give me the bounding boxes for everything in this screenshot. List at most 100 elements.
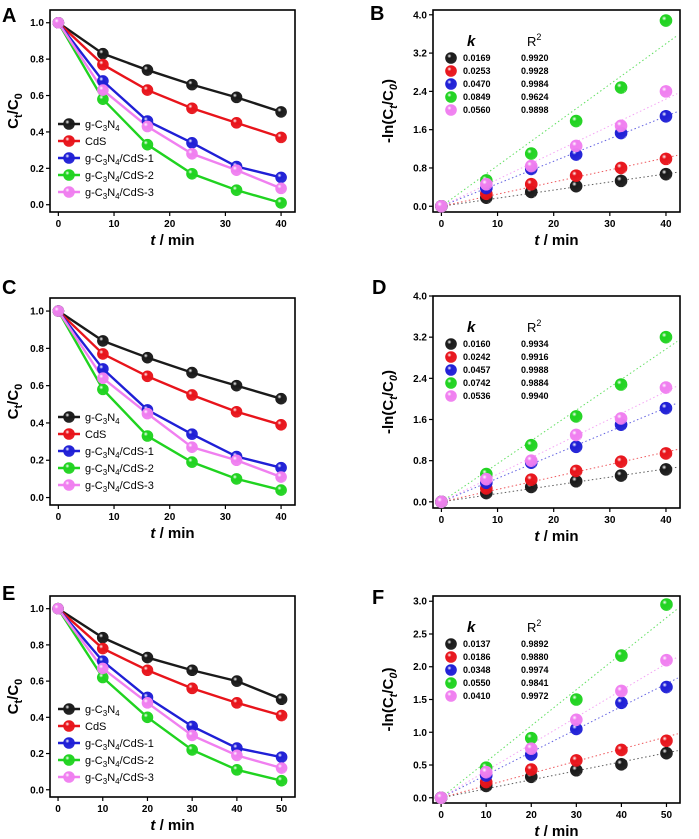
- data-point: [97, 84, 109, 96]
- series-line: [57, 310, 282, 426]
- y-tick-label: 0.8: [30, 344, 44, 355]
- x-tick-label: 20: [164, 512, 176, 523]
- panel-letter-c: C: [2, 277, 16, 299]
- r2-value: 0.9892: [521, 639, 549, 649]
- x-tick-label: 0: [56, 512, 62, 523]
- series-line: [57, 607, 282, 759]
- panel-letter-b: B: [370, 3, 384, 25]
- data-point: [231, 675, 243, 687]
- data-point: [660, 746, 673, 760]
- y-tick-label: 0.0: [30, 785, 44, 796]
- x-tick-label: 40: [276, 512, 288, 523]
- k-value: 0.0348: [463, 665, 491, 675]
- x-tick-label: 40: [660, 219, 672, 230]
- data-point: [186, 441, 198, 453]
- data-point: [186, 147, 198, 160]
- data-point: [186, 167, 198, 180]
- y-tick-label: 0.8: [413, 456, 427, 467]
- x-axis-label: t / min: [534, 528, 578, 545]
- data-point: [275, 131, 287, 144]
- r2-header: R2: [527, 32, 541, 49]
- data-point: [141, 84, 154, 96]
- y-tick-label: 0.4: [30, 418, 44, 429]
- data-point: [141, 370, 154, 383]
- data-point: [230, 91, 243, 104]
- y-tick-label: 0.6: [30, 677, 44, 688]
- y-tick-label: 0.4: [30, 713, 44, 724]
- series-line: [57, 310, 282, 400]
- table-marker: [445, 677, 457, 689]
- data-point: [614, 469, 628, 482]
- y-tick-label: 0.6: [30, 381, 44, 392]
- k-value: 0.0550: [463, 678, 491, 688]
- data-point: [186, 78, 198, 91]
- data-point: [615, 758, 628, 771]
- fit-line: [441, 750, 678, 799]
- k-value: 0.0536: [463, 391, 491, 401]
- y-tick-label: 2.4: [413, 87, 427, 98]
- x-tick-label: 40: [276, 219, 288, 230]
- table-marker: [445, 338, 457, 350]
- y-axis-label: -ln(Ct/C0): [380, 370, 400, 434]
- k-value: 0.0742: [463, 378, 491, 388]
- legend-marker: [63, 479, 75, 491]
- data-point: [569, 179, 583, 193]
- data-point: [524, 147, 538, 160]
- series-line: [57, 310, 282, 479]
- k-header: k: [467, 619, 476, 636]
- data-point: [569, 410, 583, 423]
- x-tick-label: 0: [439, 515, 445, 526]
- data-point: [659, 14, 673, 27]
- data-point: [660, 734, 673, 748]
- data-point: [569, 114, 583, 128]
- x-tick-label: 50: [276, 804, 288, 815]
- axes-frame: [49, 9, 296, 213]
- r2-header: R2: [527, 618, 541, 635]
- data-point: [186, 664, 198, 677]
- data-point: [141, 64, 154, 76]
- y-axis-label: Ct/C0: [5, 679, 25, 715]
- r2-value: 0.9920: [521, 53, 549, 63]
- data-point: [275, 709, 288, 722]
- legend-marker: [63, 771, 75, 783]
- data-point: [275, 419, 287, 431]
- r2-value: 0.9984: [521, 79, 549, 89]
- data-point: [569, 440, 583, 454]
- k-value: 0.0457: [463, 365, 491, 375]
- data-point: [275, 392, 287, 405]
- y-tick-label: 3.0: [413, 597, 427, 608]
- x-axis-label: t / min: [150, 232, 194, 249]
- fit-line: [441, 111, 678, 207]
- data-point: [52, 16, 65, 29]
- table-marker: [445, 638, 457, 650]
- r2-value: 0.9880: [521, 652, 549, 662]
- data-point: [275, 693, 288, 706]
- y-tick-label: 0.2: [30, 456, 44, 467]
- data-point: [230, 164, 243, 176]
- y-axis-label: Ct/C0: [5, 93, 25, 129]
- fit-line: [441, 171, 678, 207]
- r2-value: 0.9841: [521, 678, 549, 688]
- series-line: [57, 21, 282, 139]
- axes-frame: [432, 295, 681, 509]
- data-point: [659, 463, 673, 476]
- legend-marker: [63, 737, 75, 749]
- data-point: [659, 152, 673, 166]
- data-point: [659, 330, 673, 344]
- legend-marker: [63, 703, 75, 715]
- data-point: [186, 102, 198, 115]
- y-tick-label: 4.0: [413, 10, 427, 21]
- data-point: [524, 159, 538, 173]
- data-point: [435, 199, 448, 213]
- data-point: [230, 117, 243, 129]
- data-point: [524, 177, 538, 191]
- data-point: [230, 379, 243, 392]
- data-point: [570, 754, 583, 767]
- r2-value: 0.9884: [521, 378, 549, 388]
- x-tick-label: 40: [660, 515, 672, 526]
- data-point: [434, 791, 448, 805]
- data-point: [52, 602, 64, 615]
- data-point: [275, 182, 287, 195]
- x-tick-label: 30: [604, 219, 616, 230]
- data-point: [614, 378, 628, 391]
